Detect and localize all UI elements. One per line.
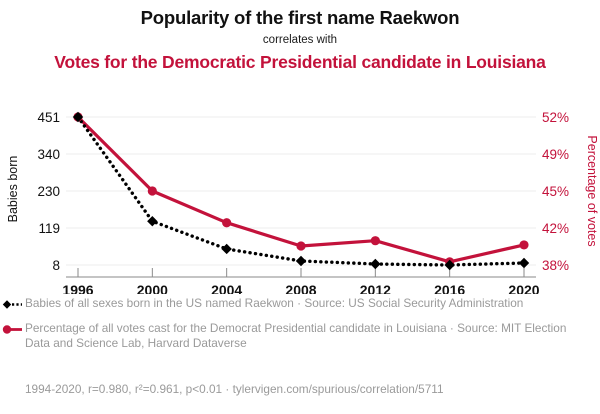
data-point-votes [222, 218, 232, 228]
left-axis-tick-label: 119 [38, 221, 60, 236]
data-point-babies [221, 243, 232, 255]
legend-label-votes: Percentage of all votes cast for the Dem… [25, 320, 567, 351]
x-axis-tick-label: 2020 [508, 282, 539, 294]
x-axis-tick-label: 2008 [285, 282, 316, 294]
left-axis-tick-label: 230 [37, 184, 60, 199]
left-axis-tick-label: 340 [37, 147, 60, 162]
legend-label-babies: Babies of all sexes born in the US named… [25, 296, 524, 310]
x-axis-tick-label: 1996 [62, 282, 93, 294]
plot-area: 8 119 230 340 451 38% 42% 45% 49% 52% 1996 2000 2004… [0, 104, 600, 294]
x-axis-tick-label: 2012 [360, 282, 391, 294]
right-axis-tick-label: 49% [542, 147, 569, 162]
red-circle-solid-line-icon [2, 324, 22, 334]
right-axis-title: Percentage of votes [585, 135, 599, 247]
data-point-votes [147, 186, 157, 196]
right-axis-tick-label: 38% [542, 258, 569, 273]
data-point-babies [147, 216, 158, 227]
page-subtitle: Votes for the Democratic Presidential ca… [54, 52, 546, 72]
legend-item-votes: Percentage of all votes cast for the Dem… [0, 321, 600, 352]
chart-svg: 8 119 230 340 451 38% 42% 45% 49% 52% 1996 2000 2004… [37, 110, 569, 294]
page-title: Popularity of the first name Raekwon [140, 7, 460, 28]
legend-item-babies: Babies of all sexes born in the US named… [0, 296, 600, 312]
right-axis-tick-label: 52% [542, 110, 569, 125]
left-axis-tick-label: 451 [37, 110, 60, 125]
series-line-votes [76, 115, 526, 264]
data-point-babies [72, 111, 84, 123]
data-point-babies [518, 257, 530, 269]
x-axis-tick-label: 2004 [211, 282, 242, 294]
data-point-votes [519, 240, 529, 250]
right-axis-tick-label: 42% [542, 221, 569, 236]
right-axis-tick-label: 45% [542, 184, 569, 199]
footer-stats: 1994-2020, r=0.980, r²=0.961, p<0.01 · t… [25, 382, 444, 396]
black-diamond-dotted-line-icon [2, 300, 22, 309]
left-axis-title: Babies born [6, 155, 20, 223]
title-connector: correlates with [262, 34, 338, 46]
chart-title-block: Popularity of the first name Raekwon cor… [0, 6, 600, 74]
data-point-votes [370, 236, 380, 246]
x-axis-tick-label: 2000 [137, 282, 168, 294]
left-axis-tick-label: 8 [52, 258, 60, 273]
data-point-babies [444, 259, 455, 271]
chart-legend: Babies of all sexes born in the US named… [0, 296, 600, 361]
x-axis-tick-label: 2016 [434, 282, 465, 294]
data-point-votes [296, 241, 306, 251]
data-point-babies [370, 258, 381, 270]
